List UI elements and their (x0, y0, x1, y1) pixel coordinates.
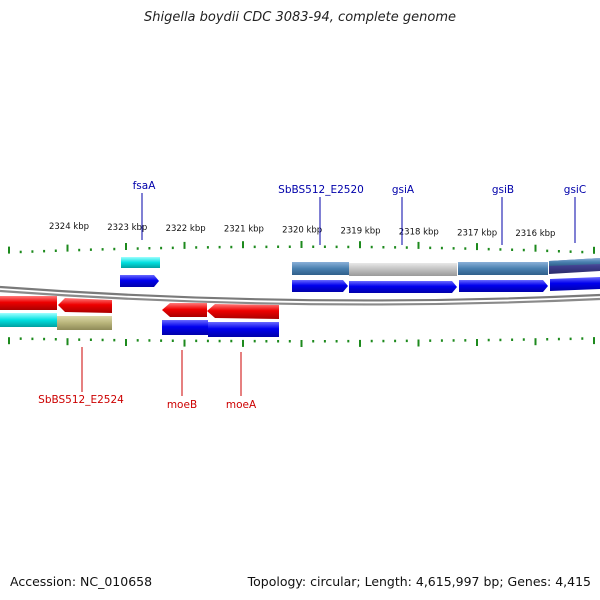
gene-label-fsaA[interactable]: fsaA (133, 180, 157, 192)
scale-ticks-bottom (8, 337, 595, 347)
cog-bar-gsiB[interactable] (458, 262, 548, 275)
genome-backbone-inner (0, 289, 600, 306)
genome-summary-text: Topology: circular; Length: 4,615,997 bp… (247, 574, 591, 589)
gene-label-SbBS512_E2524[interactable]: SbBS512_E2524 (38, 394, 124, 406)
gene-label-SbBS512_E2520[interactable]: SbBS512_E2520 (278, 184, 364, 196)
gene-label-moeB[interactable]: moeB (167, 399, 197, 411)
cog-bar-moeA[interactable] (208, 322, 279, 337)
cog-bar-gsiA[interactable] (349, 263, 457, 276)
scale-ticks-top (8, 241, 595, 254)
cds-arrow-moeA[interactable] (207, 304, 279, 319)
cog-bar-moeB[interactable] (162, 320, 208, 335)
scale-tick-label: 2317 kbp (457, 228, 497, 238)
scale-tick-label: 2316 kbp (515, 229, 555, 239)
scale-tick-label: 2321 kbp (224, 225, 264, 235)
scale-tick-label: 2322 kbp (166, 224, 206, 234)
scale-tick-label: 2319 kbp (340, 227, 380, 237)
gene-label-moeA[interactable]: moeA (226, 399, 257, 411)
scale-tick-labels: 2324 kbp 2323 kbp 2322 kbp 2321 kbp 2320 kbp… (49, 222, 555, 239)
cds-arrow-gsiA[interactable] (349, 281, 457, 293)
cog-bar-SbBS512_E2520[interactable] (292, 262, 349, 275)
gene-label-gsiA[interactable]: gsiA (392, 184, 415, 196)
cds-arrow-SbBS512_E2524[interactable] (58, 298, 112, 313)
gene-label-gsiC[interactable]: gsiC (564, 184, 586, 196)
scale-tick-label: 2324 kbp (49, 222, 89, 232)
cds-arrow-gsiC[interactable] (550, 277, 600, 291)
map-title: Shigella boydii CDC 3083-94, complete ge… (143, 10, 457, 25)
cog-bar-SbBS512_E2524[interactable] (57, 316, 112, 330)
cog-bar-reverse-left[interactable] (0, 313, 57, 327)
accession-text: Accession: NC_010658 (10, 574, 153, 589)
scale-tick-label: 2323 kbp (107, 223, 147, 233)
cog-bar-gsiC-cap (549, 258, 600, 266)
cds-arrow-moeB[interactable] (162, 303, 207, 317)
scale-tick-label: 2320 kbp (282, 226, 322, 236)
genome-backbone-outer (0, 285, 600, 302)
cog-bar-fsaA[interactable] (121, 257, 160, 268)
cds-arrow-reverse-left[interactable] (0, 296, 57, 310)
cds-arrow-gsiB[interactable] (459, 280, 548, 292)
scale-tick-label: 2318 kbp (399, 227, 439, 237)
cds-arrow-fsaA[interactable] (120, 275, 159, 287)
cds-arrow-SbBS512_E2520[interactable] (292, 280, 348, 292)
gene-label-gsiB[interactable]: gsiB (492, 184, 514, 196)
